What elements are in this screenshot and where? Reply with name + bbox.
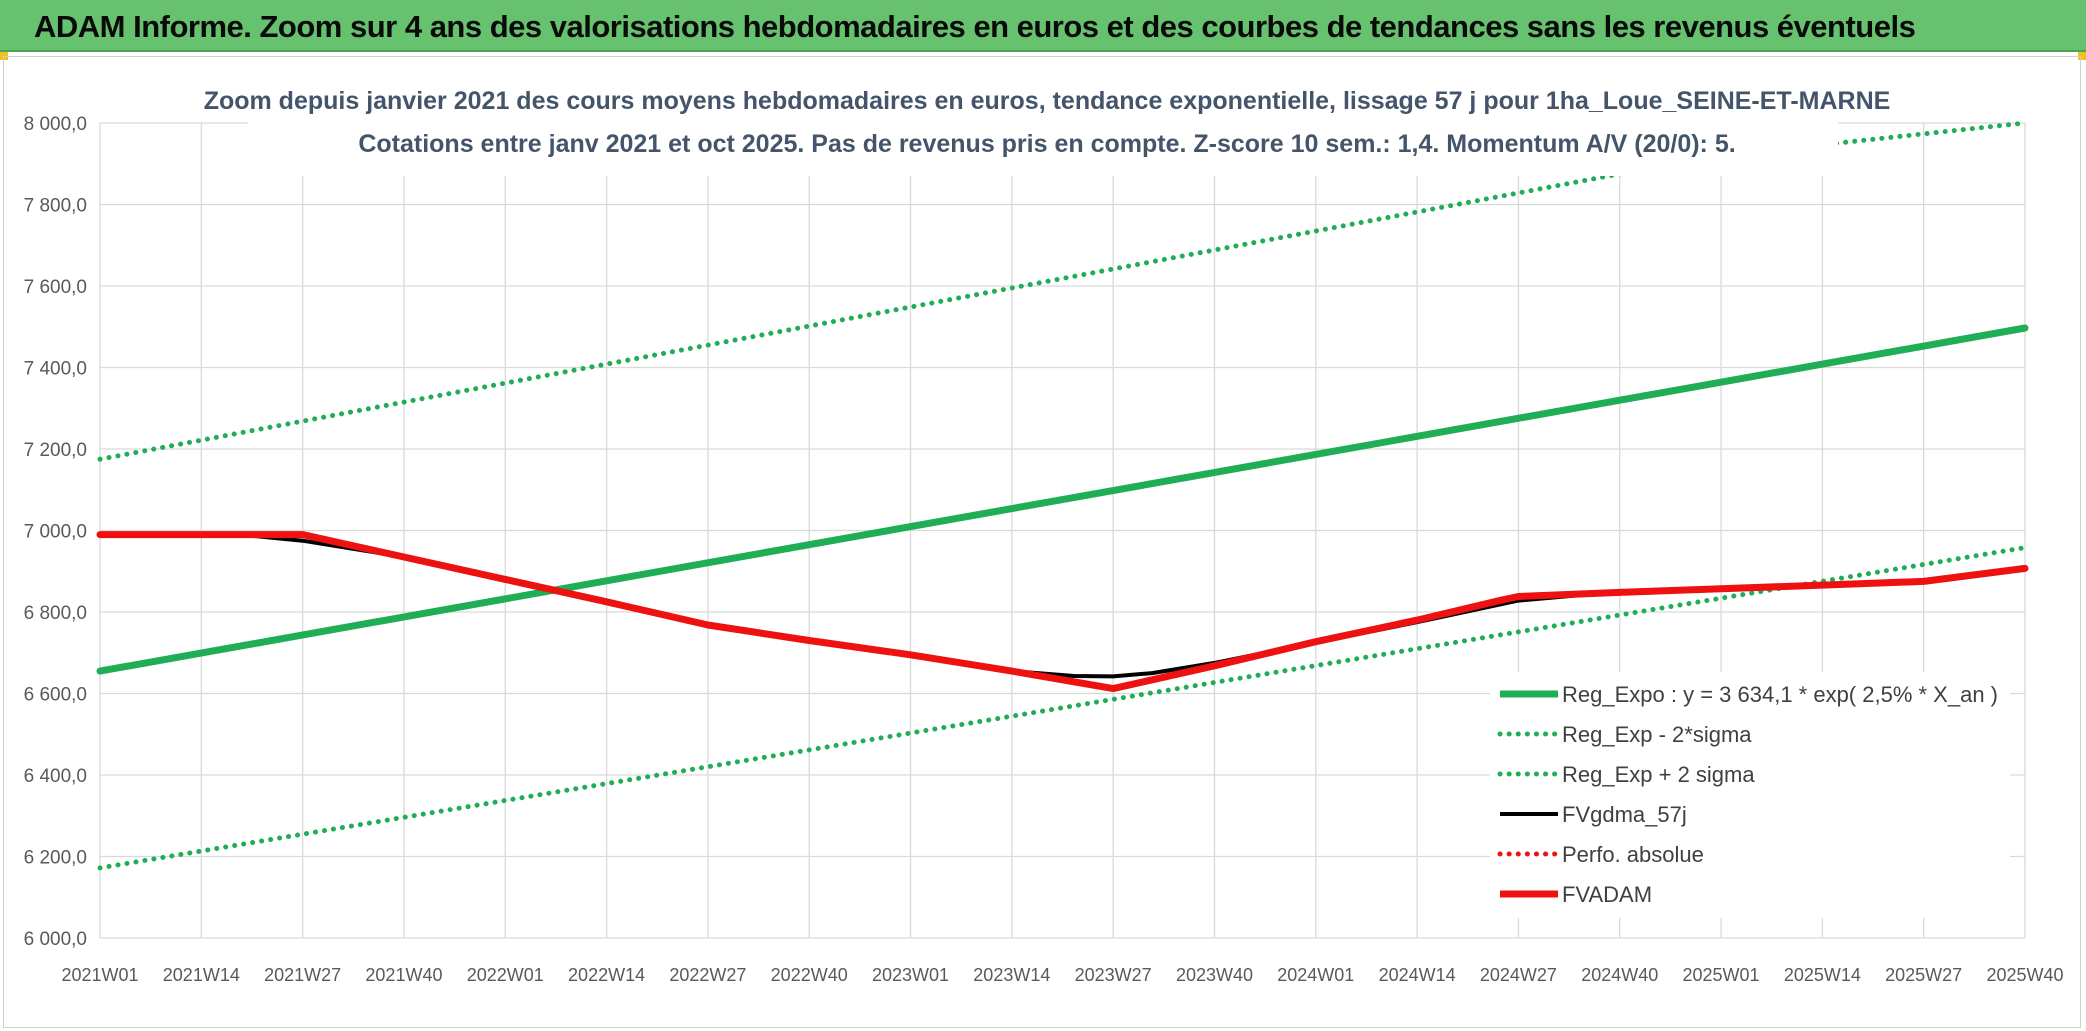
y-tick-label: 7 000,0 [24,522,87,543]
y-tick-label: 8 000,0 [24,114,87,135]
x-tick-label: 2022W27 [669,965,746,985]
x-tick-label: 2025W14 [1784,965,1861,985]
x-tick-label: 2023W27 [1075,965,1152,985]
x-tick-label: 2024W14 [1379,965,1456,985]
y-tick-label: 7 400,0 [24,359,87,380]
legend-label-0: Reg_Expo : y = 3 634,1 * exp( 2,5% * X_a… [1562,682,1998,707]
report-banner: ADAM Informe. Zoom sur 4 ans des valoris… [0,0,2086,52]
x-tick-label: 2024W40 [1581,965,1658,985]
x-tick-label: 2023W14 [973,965,1050,985]
series-line-reg-exp-2-sigma [97,120,2028,462]
legend-label-4: Perfo. absolue [1562,842,1704,867]
chart-title: Zoom depuis janvier 2021 des cours moyen… [204,87,1891,115]
legend: Reg_Expo : y = 3 634,1 * exp( 2,5% * X_a… [1497,682,1998,907]
x-tick-label: 2023W40 [1176,965,1253,985]
corner-marker-right [2078,52,2086,60]
y-tick-label: 7 200,0 [24,440,87,461]
x-tick-label: 2025W40 [1986,965,2063,985]
x-tick-label: 2024W01 [1277,965,1354,985]
legend-backdrop [1490,672,2010,918]
legend-label-5: FVADAM [1562,882,1652,907]
series-line-reg-exp-2-sigma [97,545,2028,871]
x-tick-label: 2021W40 [365,965,442,985]
y-tick-label: 6 200,0 [24,848,87,869]
title-backdrop [248,76,1838,176]
x-tick-label: 2022W14 [568,965,645,985]
y-tick-label: 6 800,0 [24,603,87,624]
y-tick-label: 7 600,0 [24,277,87,298]
x-tick-label: 2022W40 [771,965,848,985]
x-tick-label: 2021W27 [264,965,341,985]
x-tick-label: 2022W01 [467,965,544,985]
series-line-reg-expo-y-3-634-1-exp-2-5-x-a [96,324,2029,675]
chart-subtitle: Cotations entre janv 2021 et oct 2025. P… [358,130,1735,158]
x-tick-label: 2021W14 [163,965,240,985]
y-tick-label: 6 400,0 [24,766,87,787]
legend-label-2: Reg_Exp + 2 sigma [1562,762,1755,787]
x-tick-label: 2021W01 [61,965,138,985]
y-tick-label: 7 800,0 [24,196,87,217]
y-tick-label: 6 000,0 [24,929,87,950]
x-tick-label: 2024W27 [1480,965,1557,985]
y-tick-label: 6 600,0 [24,685,87,706]
axis-labels: 6 000,0 6 200,0 6 400,0 6 600,0 6 800,0 7 000… [24,114,2064,985]
x-tick-label: 2023W01 [872,965,949,985]
legend-label-1: Reg_Exp - 2*sigma [1562,722,1752,747]
series-line-fvadam [96,531,2029,693]
chart-frame [3,56,2081,1028]
series-lines [96,120,2029,871]
x-tick-label: 2025W27 [1885,965,1962,985]
legend-label-3: FVgdma_57j [1562,802,1687,827]
report-title: ADAM Informe. Zoom sur 4 ans des valoris… [34,9,1916,44]
x-tick-label: 2025W01 [1683,965,1760,985]
